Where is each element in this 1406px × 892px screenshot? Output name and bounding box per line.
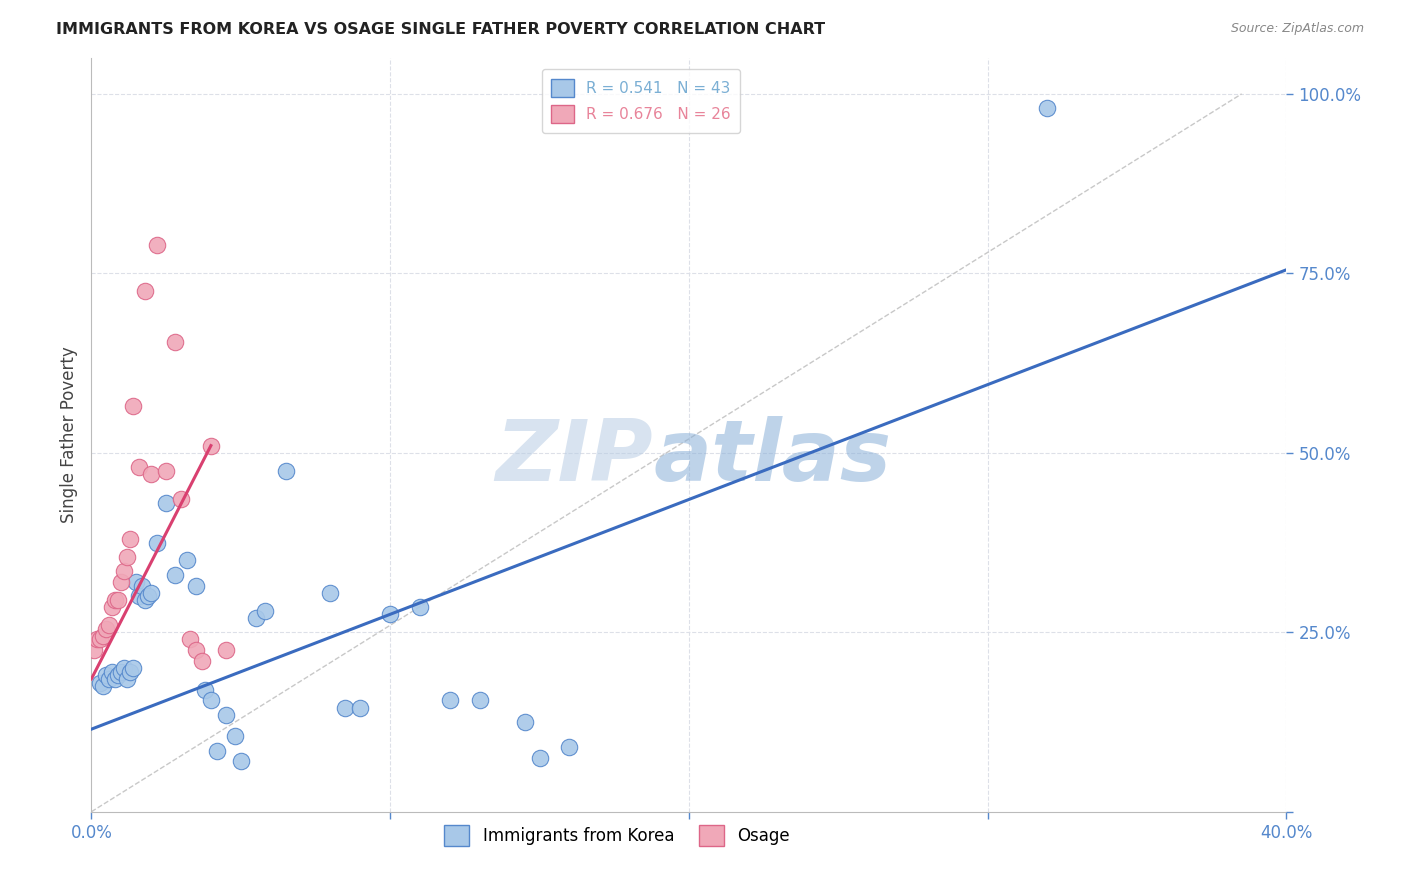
Point	[104, 672, 127, 686]
Point	[529, 751, 551, 765]
Point	[93, 679, 115, 693]
Point	[93, 629, 115, 643]
Point	[134, 593, 156, 607]
Point	[200, 439, 222, 453]
Point	[86, 632, 108, 647]
Point	[224, 730, 246, 744]
Point	[136, 590, 159, 604]
Y-axis label: Single Father Poverty: Single Father Poverty	[59, 346, 77, 524]
Point	[104, 593, 127, 607]
Point	[107, 593, 129, 607]
Point	[101, 600, 124, 615]
Point	[163, 334, 186, 349]
Point	[253, 604, 276, 618]
Point	[163, 567, 186, 582]
Point	[120, 532, 142, 546]
Point	[349, 700, 371, 714]
Point	[155, 496, 177, 510]
Point	[112, 564, 135, 578]
Point	[184, 643, 207, 657]
Point	[380, 607, 402, 622]
Point	[409, 600, 432, 615]
Point	[110, 665, 132, 679]
Point	[184, 579, 207, 593]
Point	[215, 707, 238, 722]
Point	[122, 661, 145, 675]
Legend: Immigrants from Korea, Osage: Immigrants from Korea, Osage	[437, 819, 797, 853]
Point	[245, 611, 267, 625]
Point	[83, 643, 105, 657]
Point	[141, 467, 163, 482]
Text: atlas: atlas	[652, 416, 891, 499]
Point	[141, 586, 163, 600]
Point	[110, 574, 132, 589]
Point	[120, 665, 142, 679]
Text: Source: ZipAtlas.com: Source: ZipAtlas.com	[1230, 22, 1364, 36]
Point	[89, 632, 111, 647]
Point	[439, 693, 461, 707]
Point	[155, 464, 177, 478]
Point	[101, 665, 124, 679]
Point	[146, 237, 169, 252]
Point	[319, 586, 342, 600]
Point	[128, 460, 150, 475]
Point	[194, 682, 217, 697]
Point	[125, 574, 148, 589]
Point	[89, 675, 111, 690]
Point	[1036, 101, 1059, 115]
Point	[146, 535, 169, 549]
Point	[215, 643, 238, 657]
Point	[274, 464, 297, 478]
Point	[176, 553, 198, 567]
Point	[96, 668, 118, 682]
Point	[179, 632, 201, 647]
Point	[115, 549, 138, 564]
Point	[131, 579, 153, 593]
Point	[200, 693, 222, 707]
Point	[335, 700, 357, 714]
Point	[170, 492, 193, 507]
Point	[112, 661, 135, 675]
Text: IMMIGRANTS FROM KOREA VS OSAGE SINGLE FATHER POVERTY CORRELATION CHART: IMMIGRANTS FROM KOREA VS OSAGE SINGLE FA…	[56, 22, 825, 37]
Point	[122, 399, 145, 413]
Point	[134, 285, 156, 299]
Point	[558, 740, 581, 755]
Point	[98, 618, 121, 632]
Point	[229, 755, 252, 769]
Point	[513, 714, 536, 729]
Text: ZIP: ZIP	[495, 416, 652, 499]
Point	[96, 622, 118, 636]
Point	[205, 744, 228, 758]
Point	[468, 693, 491, 707]
Point	[98, 672, 121, 686]
Point	[115, 672, 138, 686]
Point	[107, 668, 129, 682]
Point	[191, 654, 214, 668]
Point	[128, 590, 150, 604]
